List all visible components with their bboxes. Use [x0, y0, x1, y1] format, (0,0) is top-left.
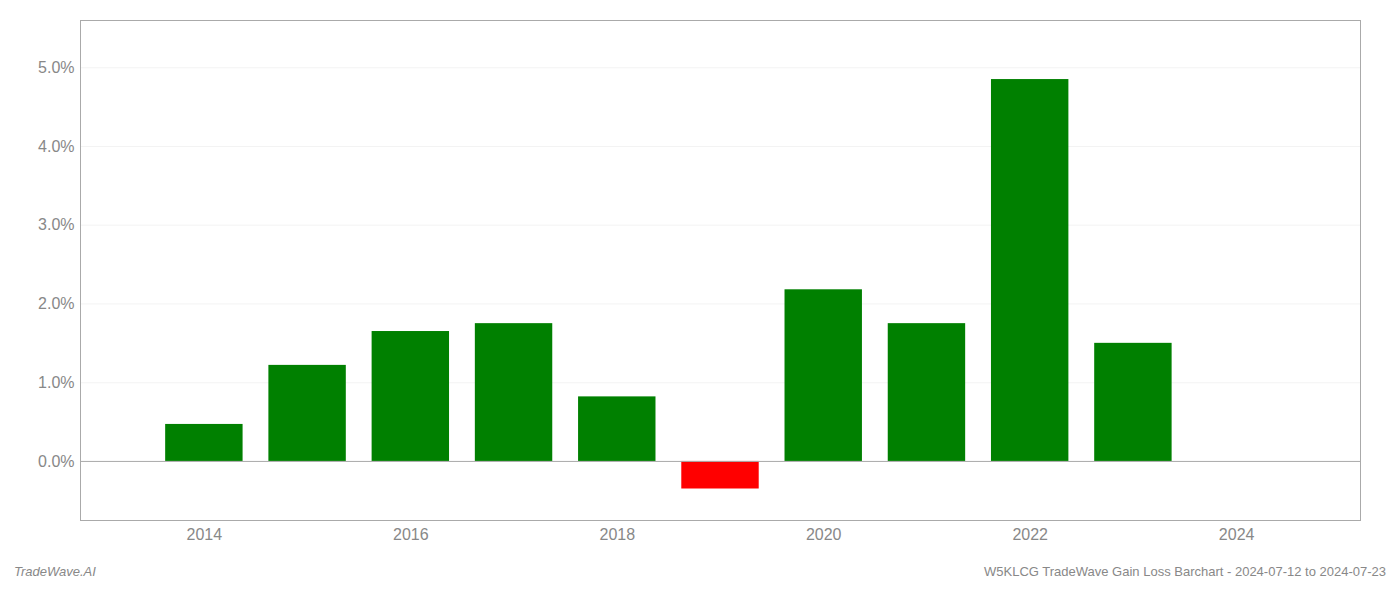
- svg-text:2.0%: 2.0%: [38, 295, 74, 312]
- svg-text:2024: 2024: [1219, 526, 1255, 543]
- svg-text:4.0%: 4.0%: [38, 138, 74, 155]
- svg-text:2020: 2020: [806, 526, 842, 543]
- svg-text:2018: 2018: [599, 526, 635, 543]
- svg-text:3.0%: 3.0%: [38, 216, 74, 233]
- svg-text:2016: 2016: [393, 526, 429, 543]
- html-text:W5KLCG TradeWave Gain Loss Bar: W5KLCG TradeWave Gain Loss Barchart - 20…: [984, 564, 1386, 579]
- html-text:TradeWave.AI: TradeWave.AI: [14, 564, 96, 579]
- svg-text:5.0%: 5.0%: [38, 59, 74, 76]
- svg-text:0.0%: 0.0%: [38, 453, 74, 470]
- svg-text:1.0%: 1.0%: [38, 374, 74, 391]
- svg-text:2022: 2022: [1012, 526, 1048, 543]
- svg-text:2014: 2014: [187, 526, 223, 543]
